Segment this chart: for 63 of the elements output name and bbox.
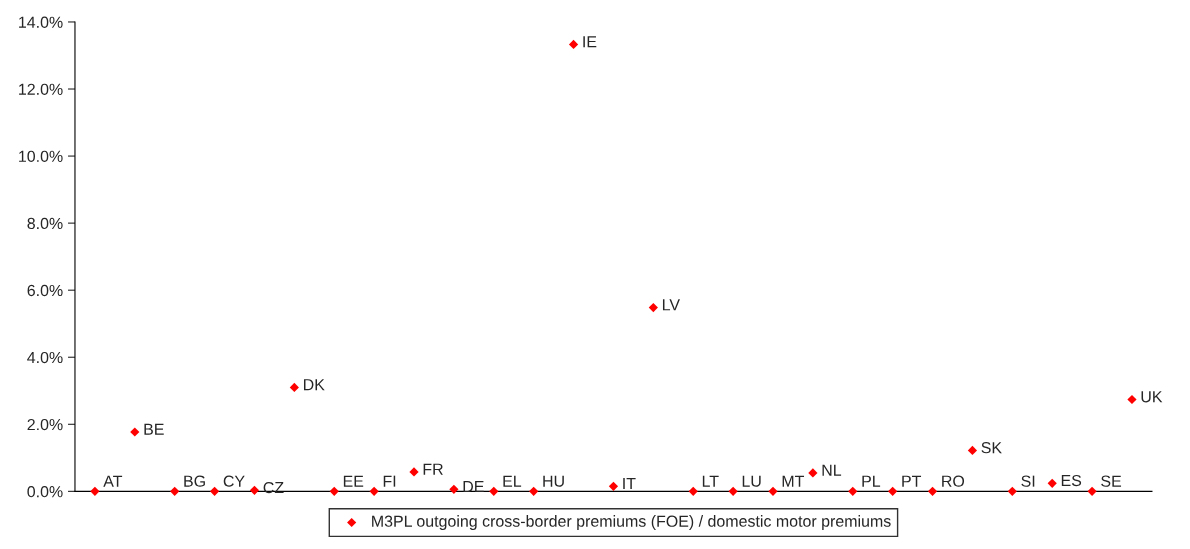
point <box>608 481 619 491</box>
point <box>648 303 658 313</box>
data-label: EL <box>503 475 522 487</box>
point <box>90 486 100 496</box>
point <box>848 486 858 496</box>
data-label: UK <box>1141 391 1163 403</box>
data-label: SI <box>1021 475 1035 487</box>
y-tick-label: 10.0% <box>19 150 63 163</box>
point <box>449 484 459 494</box>
point <box>768 486 778 496</box>
legend-label: M3PL outgoing cross-border premiums (FOE) / domestic motor premiums <box>372 515 891 531</box>
y-tick-label: 8.0% <box>27 217 63 230</box>
point <box>209 486 220 496</box>
point <box>1047 478 1057 488</box>
data-label: LU <box>742 475 761 487</box>
point <box>409 467 419 477</box>
point <box>1007 486 1017 496</box>
data-label: SE <box>1101 475 1122 487</box>
data-label: LV <box>662 299 680 311</box>
data-label: FR <box>423 463 443 475</box>
point <box>529 486 539 496</box>
data-label: PL <box>862 475 881 487</box>
y-tick-label: 2.0% <box>27 418 63 431</box>
point <box>927 486 938 496</box>
point <box>170 486 180 496</box>
point <box>728 486 738 496</box>
data-label: FI <box>383 475 396 487</box>
y-tick-label: 14.0% <box>19 16 63 28</box>
data-label: EE <box>343 475 364 487</box>
point <box>249 485 260 495</box>
y-tick-label: 4.0% <box>27 351 63 364</box>
data-label: DK <box>303 379 325 391</box>
data-label: ES <box>1061 474 1082 487</box>
point <box>967 445 978 456</box>
point <box>289 382 299 393</box>
data-label: DE <box>463 481 484 493</box>
point <box>329 486 339 496</box>
data-label: BE <box>144 423 164 435</box>
point <box>369 486 379 496</box>
data-label: LT <box>702 475 719 487</box>
point <box>489 486 499 496</box>
data-label: MT <box>782 475 805 487</box>
data-label: CZ <box>263 481 284 494</box>
data-label: HU <box>543 475 564 487</box>
data-label: PT <box>902 475 922 487</box>
data-label: IE <box>583 36 597 48</box>
data-label: BG <box>184 475 205 487</box>
data-label: NL <box>822 464 842 476</box>
data-label: SK <box>981 442 1002 454</box>
point <box>808 468 818 478</box>
point <box>888 486 898 496</box>
y-tick-label: 6.0% <box>27 284 63 297</box>
point <box>1127 394 1137 405</box>
data-label: AT <box>103 475 123 487</box>
data-label: IT <box>623 478 636 490</box>
point <box>130 427 140 437</box>
y-tick-label: 0.0% <box>27 485 63 498</box>
point <box>1087 486 1097 496</box>
y-tick-label: 12.0% <box>19 83 63 95</box>
point <box>688 486 698 496</box>
data-label: RO <box>942 475 965 487</box>
point <box>568 39 579 50</box>
data-label: CY <box>223 475 245 487</box>
